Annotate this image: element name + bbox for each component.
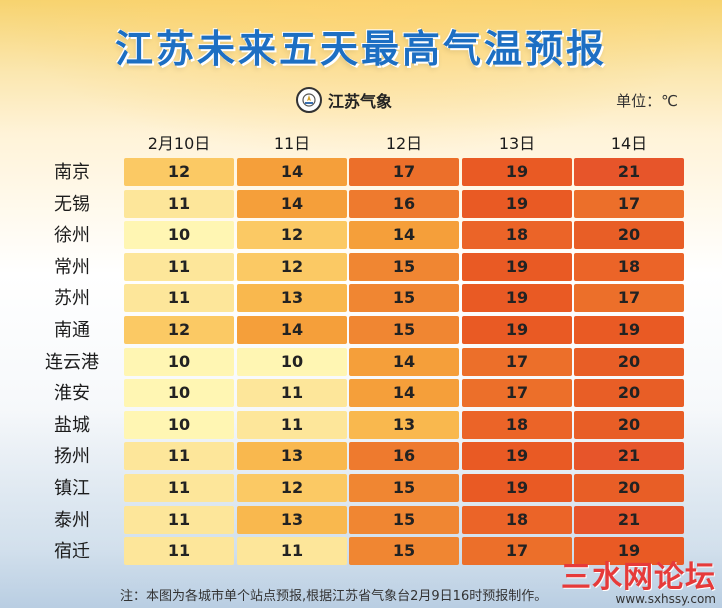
temperature-cell: 17 [462,347,572,376]
temperature-cell: 13 [237,442,347,471]
city-label: 常州 [54,256,90,278]
date-header: 12日 [385,134,423,153]
temperature-cell: 18 [462,410,572,439]
city-label: 无锡 [54,193,90,215]
temperature-cell: 14 [349,379,459,408]
city-label: 南京 [54,162,90,183]
temperature-cell: 21 [574,158,684,186]
date-header: 14日 [610,134,648,153]
temperature-cell: 19 [462,252,572,281]
temperature-cell: 20 [574,347,684,376]
temperature-cell: 11 [124,474,234,502]
temperature-cell: 12 [124,158,234,186]
temperature-cell: 11 [237,537,347,566]
temperature-cell: 15 [349,252,459,281]
temperature-cell: 12 [237,252,347,281]
temperature-cell: 17 [574,189,684,218]
temperature-cell: 17 [462,379,572,408]
date-header: 11日 [273,134,311,153]
temperature-cell: 10 [237,347,347,376]
temperature-cell: 16 [349,442,459,471]
temperature-cell: 14 [237,316,347,344]
watermark-url: www.sxhssy.com [615,592,716,606]
temperature-cell: 15 [349,474,459,502]
city-label: 扬州 [54,446,90,468]
city-label: 镇江 [54,478,90,499]
temperature-cell: 20 [574,410,684,439]
city-label: 淮安 [54,383,90,405]
temperature-cell: 19 [462,316,572,344]
temperature-cell: 19 [462,284,572,313]
temperature-cell: 20 [574,474,684,502]
temperature-cell: 17 [462,537,572,566]
temperature-cell: 19 [574,316,684,344]
temperature-cell: 12 [237,474,347,502]
weather-bureau-emblem-icon [296,87,322,113]
city-label: 南通 [54,320,90,341]
temperature-cell: 21 [574,505,684,534]
temperature-cell: 13 [349,410,459,439]
date-header: 13日 [498,134,536,153]
watermark: 三水网论坛 www.sxhssy.com [561,552,716,606]
temperature-cell: 19 [574,537,684,566]
city-label: 宿迁 [54,541,90,563]
temperature-cell: 14 [237,158,347,186]
temperature-cell: 11 [124,442,234,471]
logo: 江苏气象 [296,86,392,114]
temperature-cell: 10 [124,221,234,250]
temperature-cell: 15 [349,284,459,313]
temperature-cell: 19 [462,442,572,471]
temperature-cell: 19 [462,189,572,218]
footnote: 注：本图为各城市单个站点预报,根据江苏省气象台2月9日16时预报制作。 [120,589,548,604]
temperature-cell: 18 [574,252,684,281]
city-label: 盐城 [54,414,90,436]
temperature-cell: 19 [462,158,572,186]
temperature-cell: 18 [462,221,572,250]
temperature-cell: 13 [237,505,347,534]
city-label: 连云港 [45,351,99,373]
unit-label: 单位：℃ [616,92,678,110]
temperature-cell: 14 [349,221,459,250]
watermark-main: 三水网论坛 [561,560,716,595]
city-label: 徐州 [54,225,90,247]
temperature-cell: 11 [124,252,234,281]
temperature-cell: 11 [237,410,347,439]
temperature-cell: 15 [349,537,459,566]
temperature-cell: 11 [237,379,347,408]
temperature-cell: 20 [574,221,684,250]
temperature-cell: 13 [237,284,347,313]
temperature-cell: 17 [349,158,459,186]
temperature-cell: 17 [574,284,684,313]
temperature-cell: 11 [124,189,234,218]
temperature-cell: 21 [574,442,684,471]
temperature-cell: 11 [124,537,234,566]
temperature-cell: 11 [124,284,234,313]
temperature-cell: 14 [349,347,459,376]
temperature-cell: 12 [124,316,234,344]
temperature-cell: 14 [237,189,347,218]
city-label: 苏州 [54,288,90,310]
temperature-cell: 19 [462,474,572,502]
temperature-cell: 16 [349,189,459,218]
city-label: 泰州 [54,509,90,531]
temperature-cell: 15 [349,316,459,344]
temperature-cell: 10 [124,410,234,439]
logo-text: 江苏气象 [328,92,393,111]
temperature-cell: 10 [124,379,234,408]
temperature-cell: 20 [574,379,684,408]
page-title: 江苏未来五天最高气温预报 [114,27,607,71]
date-header: 2月10日 [147,134,211,153]
temperature-cell: 15 [349,505,459,534]
temperature-cell: 18 [462,505,572,534]
temperature-cell: 10 [124,347,234,376]
temperature-cell: 11 [124,505,234,534]
temperature-cell: 12 [237,221,347,250]
